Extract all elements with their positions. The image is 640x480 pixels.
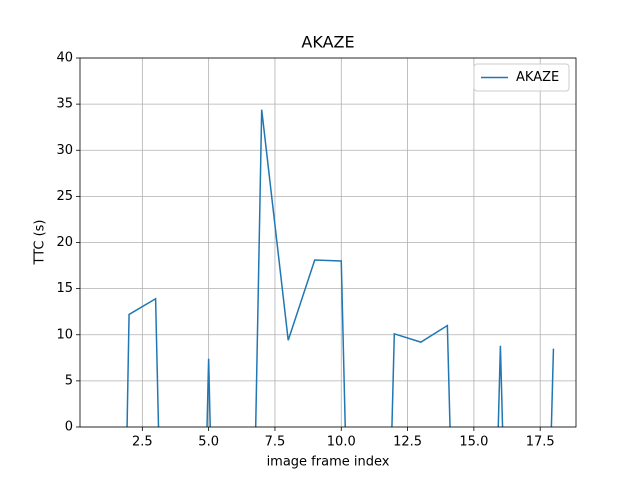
x-tick-label: 15.0 — [459, 435, 488, 450]
x-axis-label: image frame index — [267, 455, 390, 470]
x-tick-label: 10.0 — [327, 435, 356, 450]
plot-area — [126, 109, 555, 427]
y-axis-label: TTC (s) — [33, 219, 48, 265]
y-tick-label: 10 — [56, 327, 73, 342]
y-tick-label: 25 — [56, 189, 73, 204]
chart-title: AKAZE — [301, 33, 354, 52]
x-tick-label: 2.5 — [132, 435, 153, 450]
data-line — [126, 109, 555, 427]
x-tick-label: 17.5 — [526, 435, 555, 450]
y-tick-label: 15 — [56, 281, 73, 296]
y-tick-label: 5 — [65, 373, 73, 388]
y-tick-label: 35 — [56, 97, 73, 112]
legend-box — [473, 63, 570, 92]
y-tick-label: 0 — [65, 420, 73, 435]
legend: AKAZE — [473, 63, 570, 92]
x-tick-label: 5.0 — [198, 435, 219, 450]
y-tick-label: 40 — [56, 51, 73, 66]
legend-label: AKAZE — [516, 70, 559, 85]
y-tick-label: 20 — [56, 235, 73, 250]
x-tick-label: 7.5 — [265, 435, 286, 450]
y-tick-label: 30 — [56, 143, 73, 158]
x-tick-label: 12.5 — [393, 435, 422, 450]
